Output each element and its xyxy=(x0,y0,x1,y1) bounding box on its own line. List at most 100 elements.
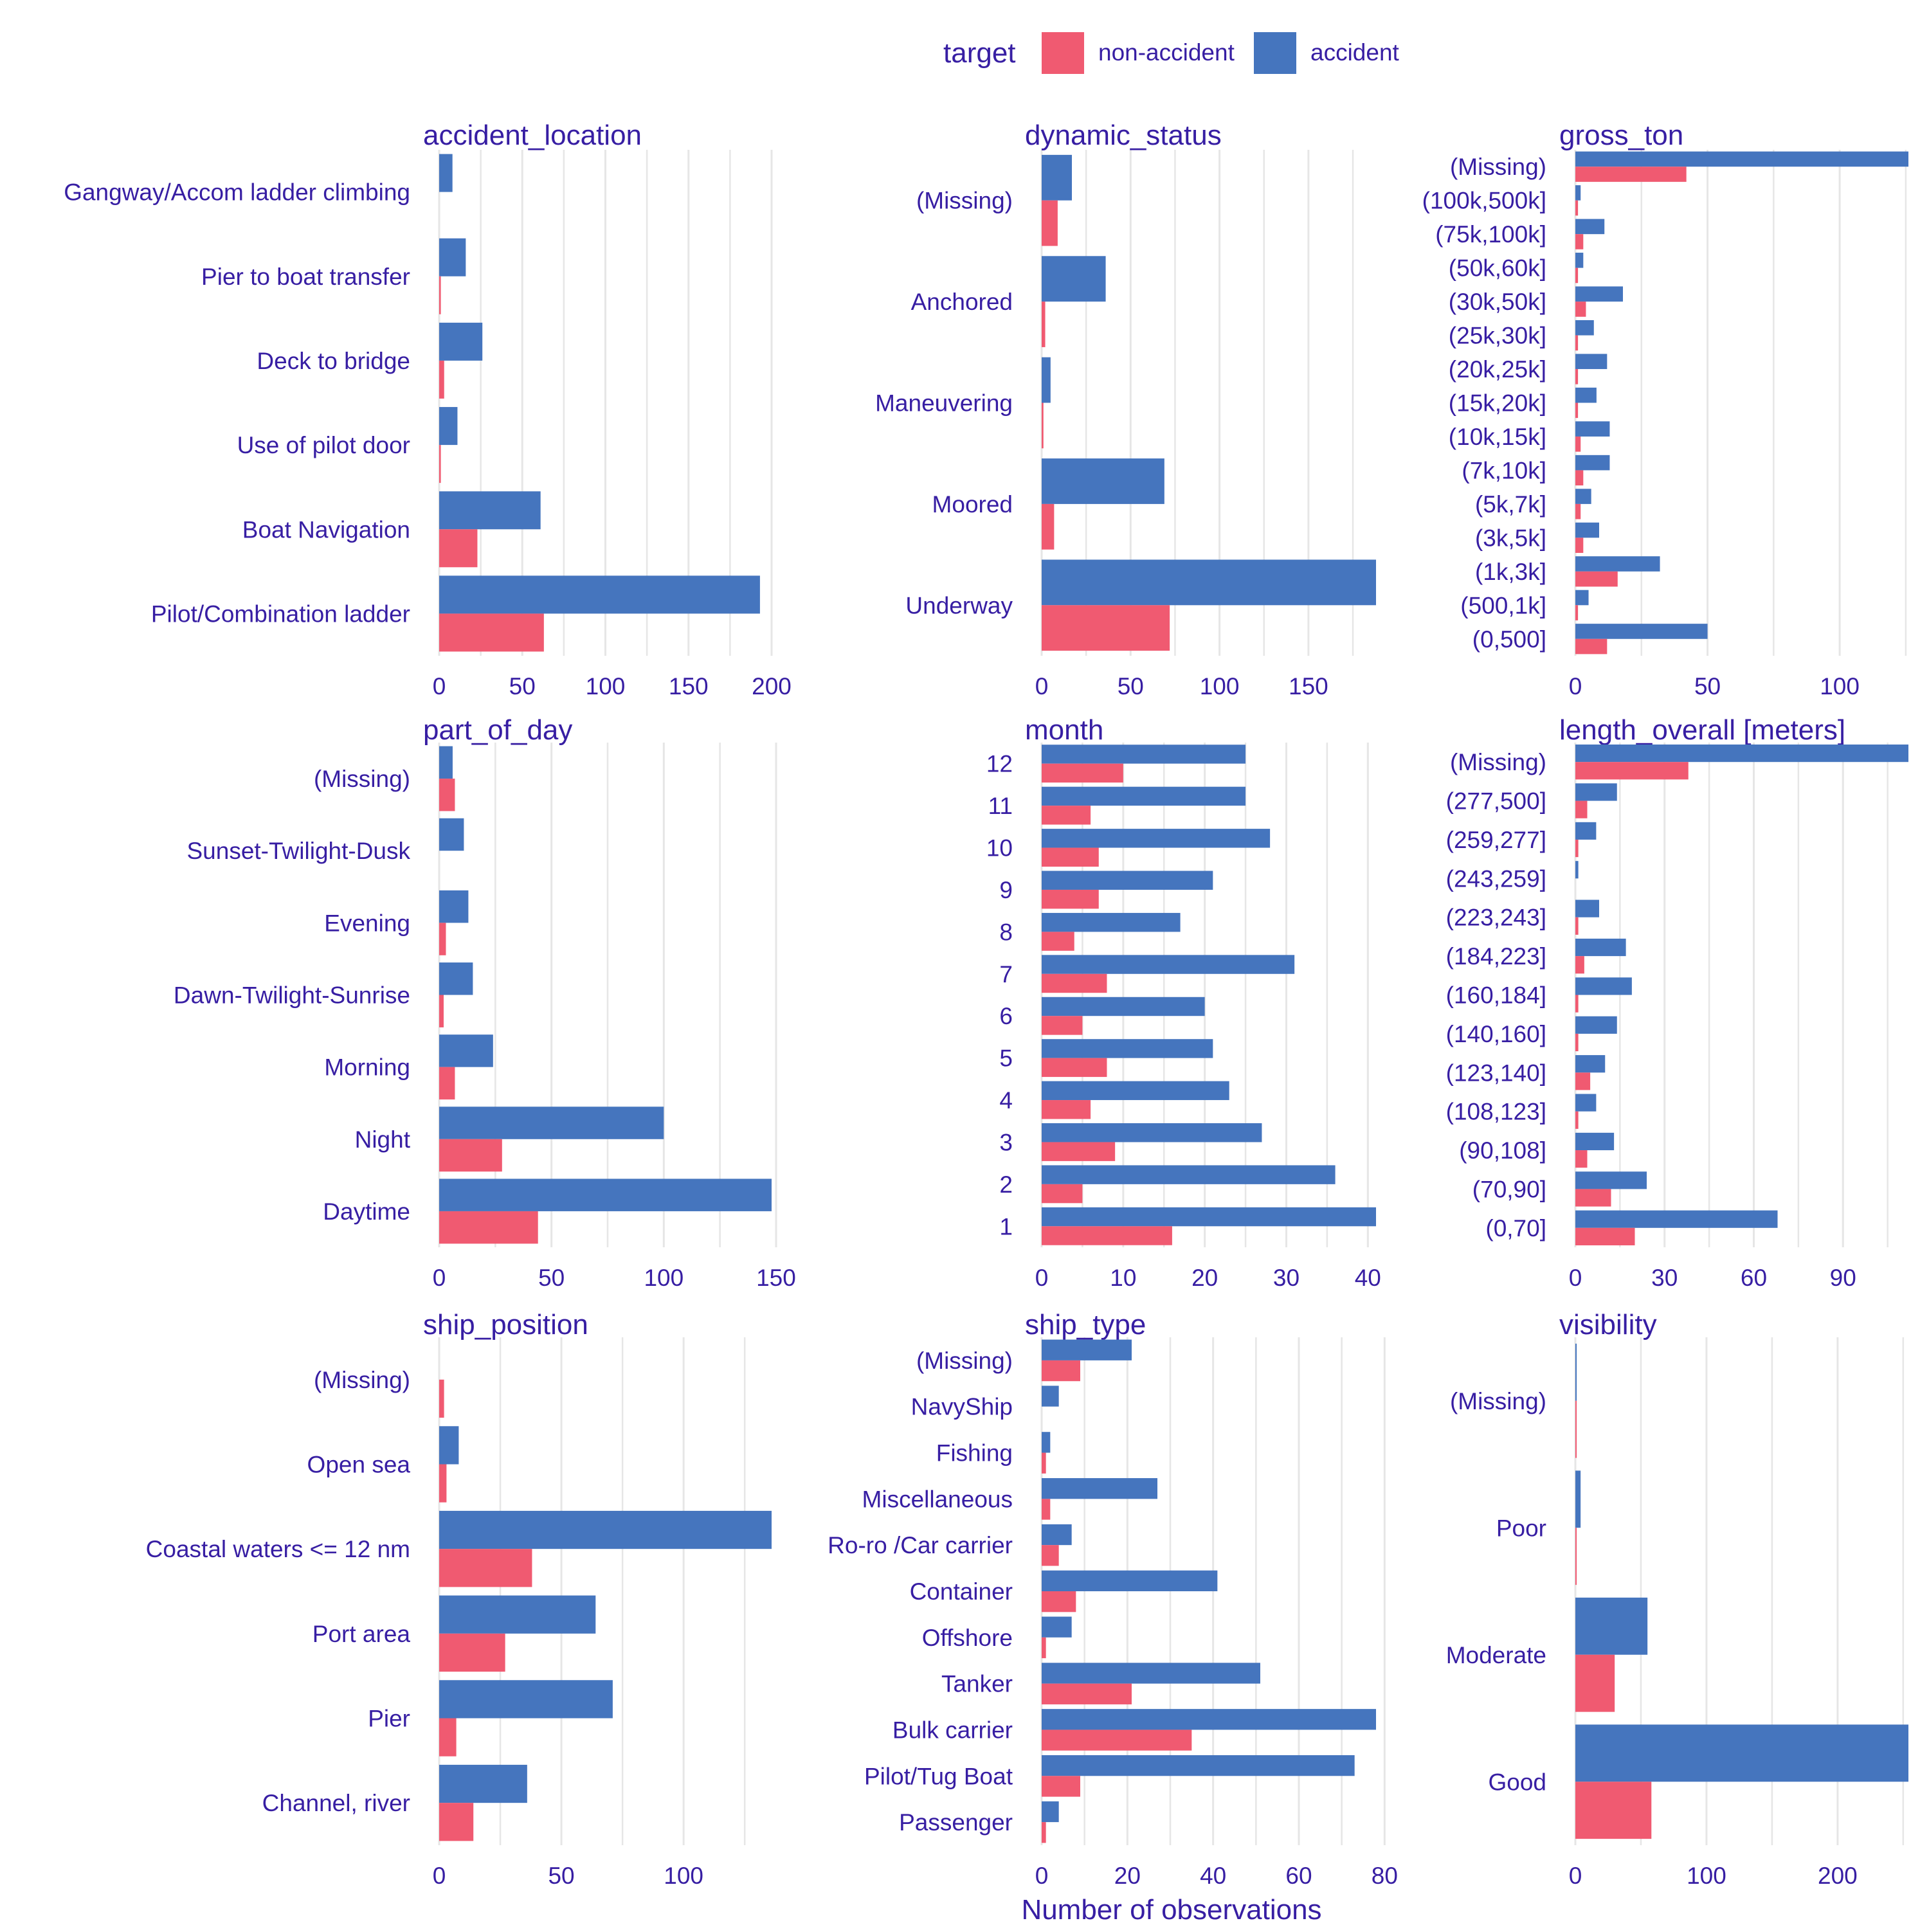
bar-non-accident-coastal-waters-12-nm xyxy=(439,1549,532,1587)
bar-non-accident-missing xyxy=(1575,167,1687,182)
bar-non-accident-223-243 xyxy=(1575,917,1579,935)
x-tick-label: 30 xyxy=(1273,1265,1300,1291)
category-label: 4 xyxy=(999,1087,1013,1114)
panel-title: ship_type xyxy=(1025,1309,1146,1341)
bar-accident-500-1k xyxy=(1575,590,1589,606)
bar-accident-9 xyxy=(1042,871,1213,890)
category-label: (108,123] xyxy=(1446,1099,1546,1125)
bar-non-accident-10 xyxy=(1042,847,1099,867)
category-label: (70,90] xyxy=(1472,1176,1546,1202)
bar-non-accident-missing xyxy=(1575,762,1689,780)
bar-accident-open-sea xyxy=(439,1426,459,1465)
category-label: Sunset-Twilight-Dusk xyxy=(186,838,410,864)
category-label: (140,160] xyxy=(1446,1021,1546,1047)
bar-non-accident-fishing xyxy=(1042,1452,1046,1474)
category-label: (Missing) xyxy=(916,1348,1013,1374)
x-tick-label: 100 xyxy=(586,673,626,700)
bar-non-accident-70-90 xyxy=(1575,1189,1611,1207)
bar-non-accident-underway xyxy=(1042,605,1170,651)
x-tick-label: 50 xyxy=(509,673,536,700)
category-label: (259,277] xyxy=(1446,827,1546,853)
x-tick-label: 60 xyxy=(1285,1863,1312,1889)
bar-non-accident-30k-50k xyxy=(1575,302,1586,317)
legend-label-accident: accident xyxy=(1310,39,1400,66)
bar-non-accident-6 xyxy=(1042,1016,1083,1035)
category-label: (Missing) xyxy=(1450,1388,1546,1414)
bar-non-accident-15k-20k xyxy=(1575,402,1579,419)
category-label: Offshore xyxy=(922,1625,1013,1651)
category-label: (100k,500k] xyxy=(1422,188,1546,214)
bar-accident-75k-100k xyxy=(1575,219,1605,235)
bar-accident-missing xyxy=(439,746,453,779)
bar-non-accident-boat-navigation xyxy=(439,529,478,568)
bar-non-accident-160-184 xyxy=(1575,995,1579,1013)
bar-accident-20k-25k xyxy=(1575,354,1608,370)
panel-ship-position: 0 50 100 ship_position (Missing) Open sea Coas… xyxy=(146,1309,772,1889)
bar-non-accident-pilot-combination-ladder xyxy=(439,613,544,652)
category-label: (75k,100k] xyxy=(1435,221,1546,248)
category-label: Moored xyxy=(932,491,1013,518)
bar-non-accident-259-277 xyxy=(1575,839,1579,858)
bar-accident-deck-to-bridge xyxy=(439,322,483,361)
bar-accident-108-123 xyxy=(1575,1094,1597,1112)
bar-accident-moored xyxy=(1042,458,1164,504)
bar-accident-pier-to-boat-transfer xyxy=(439,238,466,276)
category-label: (90,108] xyxy=(1459,1137,1546,1164)
bar-non-accident-75k-100k xyxy=(1575,234,1584,249)
panel-visibility: 0 100 200 visibility (Missing) Poor Moderate Go… xyxy=(1446,1309,1908,1889)
legend-label-non-accident: non-accident xyxy=(1098,39,1235,66)
bar-non-accident-offshore xyxy=(1042,1637,1046,1659)
bar-accident-50k-60k xyxy=(1575,253,1584,268)
category-label: Gangway/Accom ladder climbing xyxy=(64,179,410,206)
x-tick-label: 0 xyxy=(433,1265,446,1291)
category-label: Underway xyxy=(905,592,1013,618)
category-label: (15k,20k] xyxy=(1449,390,1546,417)
panel-accident-location: 0 50 100 150 200 accident_location Gangway/Acc… xyxy=(64,120,792,700)
x-tick-label: 20 xyxy=(1114,1863,1141,1889)
x-tick-label: 10 xyxy=(1110,1265,1136,1291)
category-label: (Missing) xyxy=(916,188,1013,214)
x-tick-label: 0 xyxy=(433,1863,446,1889)
bar-accident-3k-5k xyxy=(1575,522,1599,538)
category-label: (123,140] xyxy=(1446,1060,1546,1086)
panel-title: month xyxy=(1025,714,1103,746)
bar-accident-4 xyxy=(1042,1081,1229,1101)
bar-accident-11 xyxy=(1042,786,1246,806)
bar-non-accident-bulk-carrier xyxy=(1042,1729,1192,1751)
bar-accident-bulk-carrier xyxy=(1042,1709,1376,1730)
legend-title: target xyxy=(943,37,1016,69)
category-label: Anchored xyxy=(911,289,1013,315)
panel-title: visibility xyxy=(1559,1309,1657,1341)
bar-accident-2 xyxy=(1042,1165,1336,1184)
bar-non-accident-poor xyxy=(1575,1528,1577,1585)
panel-length-overall-meters: 0 30 60 90 length_overall [meters] (Missing) (… xyxy=(1446,714,1908,1291)
bar-non-accident-missing xyxy=(439,779,455,811)
bar-non-accident-daytime xyxy=(439,1211,538,1244)
bar-accident-miscellaneous xyxy=(1042,1478,1157,1499)
bar-accident-15k-20k xyxy=(1575,387,1597,403)
bar-accident-160-184 xyxy=(1575,977,1632,995)
legend-swatch-non-accident xyxy=(1042,32,1084,74)
bar-non-accident-night xyxy=(439,1139,502,1172)
category-label: 2 xyxy=(999,1171,1013,1198)
bar-accident-100k-500k xyxy=(1575,185,1581,201)
bar-accident-tanker xyxy=(1042,1663,1260,1684)
bar-accident-poor xyxy=(1575,1470,1581,1528)
bar-non-accident-channel-river xyxy=(439,1803,474,1841)
category-label: Port area xyxy=(312,1621,411,1647)
bar-accident-daytime xyxy=(439,1178,772,1211)
bar-non-accident-1k-3k xyxy=(1575,571,1618,587)
bar-non-accident-20k-25k xyxy=(1575,369,1579,384)
legend-swatch-accident xyxy=(1254,32,1296,74)
bar-non-accident-moored xyxy=(1042,503,1055,550)
bar-accident-3 xyxy=(1042,1123,1262,1142)
bar-non-accident-3 xyxy=(1042,1142,1116,1161)
bar-non-accident-moderate xyxy=(1575,1654,1615,1712)
bar-non-accident-0-500 xyxy=(1575,638,1608,655)
bar-accident-243-259 xyxy=(1575,861,1579,879)
category-label: Night xyxy=(355,1126,411,1153)
x-tick-label: 0 xyxy=(1569,1863,1582,1889)
x-tick-label: 50 xyxy=(1118,673,1144,700)
category-label: Boat Navigation xyxy=(242,516,410,543)
category-label: (10k,15k] xyxy=(1449,424,1546,450)
